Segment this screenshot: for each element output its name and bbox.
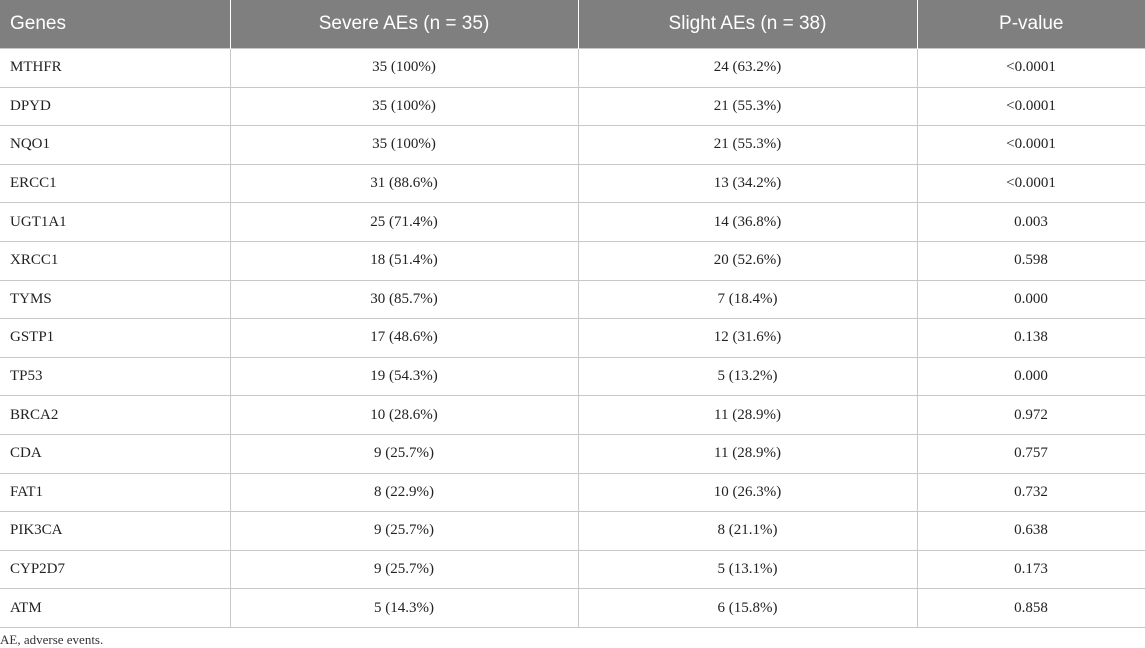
table-row: NQO1 35 (100%) 21 (55.3%) <0.0001	[0, 125, 1145, 165]
gene-cell: NQO1	[0, 125, 230, 165]
gene-cell: XRCC1	[0, 241, 230, 281]
table-row: FAT1 8 (22.9%) 10 (26.3%) 0.732	[0, 473, 1145, 513]
gene-cell: DPYD	[0, 87, 230, 127]
slight-cell: 5 (13.2%)	[577, 357, 917, 397]
table-header: Genes Severe AEs (n = 35) Slight AEs (n …	[0, 0, 1145, 49]
severe-cell: 31 (88.6%)	[229, 164, 578, 204]
p-value-cell: 0.757	[916, 434, 1145, 474]
slight-cell: 6 (15.8%)	[577, 588, 917, 628]
table-row: BRCA2 10 (28.6%) 11 (28.9%) 0.972	[0, 395, 1145, 435]
table-row: MTHFR 35 (100%) 24 (63.2%) <0.0001	[0, 48, 1145, 88]
header-slight-aes: Slight AEs (n = 38)	[577, 0, 917, 49]
table-row: XRCC1 18 (51.4%) 20 (52.6%) 0.598	[0, 241, 1145, 281]
p-value-cell: 0.000	[916, 280, 1145, 320]
severe-cell: 9 (25.7%)	[229, 434, 578, 474]
severe-cell: 30 (85.7%)	[229, 280, 578, 320]
table-row: ERCC1 31 (88.6%) 13 (34.2%) <0.0001	[0, 164, 1145, 204]
slight-cell: 14 (36.8%)	[577, 202, 917, 242]
p-value-cell: 0.858	[916, 588, 1145, 628]
gene-cell: MTHFR	[0, 48, 230, 88]
table-row: ATM 5 (14.3%) 6 (15.8%) 0.858	[0, 588, 1145, 628]
genes-adverse-events-table: Genes Severe AEs (n = 35) Slight AEs (n …	[0, 0, 1145, 628]
severe-cell: 10 (28.6%)	[229, 395, 578, 435]
slight-cell: 21 (55.3%)	[577, 87, 917, 127]
gene-cell: ERCC1	[0, 164, 230, 204]
p-value-cell: 0.003	[916, 202, 1145, 242]
severe-cell: 35 (100%)	[229, 48, 578, 88]
p-value-cell: <0.0001	[916, 125, 1145, 165]
p-value-cell: <0.0001	[916, 164, 1145, 204]
p-value-cell: 0.598	[916, 241, 1145, 281]
gene-cell: UGT1A1	[0, 202, 230, 242]
severe-cell: 8 (22.9%)	[229, 473, 578, 513]
gene-cell: ATM	[0, 588, 230, 628]
severe-cell: 19 (54.3%)	[229, 357, 578, 397]
gene-cell: FAT1	[0, 473, 230, 513]
gene-cell: CYP2D7	[0, 550, 230, 590]
genes-table-container: Genes Severe AEs (n = 35) Slight AEs (n …	[0, 0, 1145, 628]
table-row: UGT1A1 25 (71.4%) 14 (36.8%) 0.003	[0, 202, 1145, 242]
p-value-cell: <0.0001	[916, 48, 1145, 88]
slight-cell: 20 (52.6%)	[577, 241, 917, 281]
table-row: PIK3CA 9 (25.7%) 8 (21.1%) 0.638	[0, 511, 1145, 551]
table-row: CYP2D7 9 (25.7%) 5 (13.1%) 0.173	[0, 550, 1145, 590]
severe-cell: 35 (100%)	[229, 87, 578, 127]
severe-cell: 9 (25.7%)	[229, 511, 578, 551]
gene-cell: PIK3CA	[0, 511, 230, 551]
slight-cell: 21 (55.3%)	[577, 125, 917, 165]
table-row: CDA 9 (25.7%) 11 (28.9%) 0.757	[0, 434, 1145, 474]
table-footnote: AE, adverse events.	[0, 632, 104, 647]
table-body: MTHFR 35 (100%) 24 (63.2%) <0.0001 DPYD …	[0, 48, 1145, 628]
p-value-cell: 0.638	[916, 511, 1145, 551]
slight-cell: 12 (31.6%)	[577, 318, 917, 358]
slight-cell: 10 (26.3%)	[577, 473, 917, 513]
table-row: TP53 19 (54.3%) 5 (13.2%) 0.000	[0, 357, 1145, 397]
p-value-cell: 0.138	[916, 318, 1145, 358]
severe-cell: 25 (71.4%)	[229, 202, 578, 242]
gene-cell: BRCA2	[0, 395, 230, 435]
gene-cell: TYMS	[0, 280, 230, 320]
slight-cell: 13 (34.2%)	[577, 164, 917, 204]
header-severe-aes: Severe AEs (n = 35)	[229, 0, 578, 49]
p-value-cell: <0.0001	[916, 87, 1145, 127]
slight-cell: 7 (18.4%)	[577, 280, 917, 320]
slight-cell: 8 (21.1%)	[577, 511, 917, 551]
severe-cell: 5 (14.3%)	[229, 588, 578, 628]
p-value-cell: 0.972	[916, 395, 1145, 435]
table-row: GSTP1 17 (48.6%) 12 (31.6%) 0.138	[0, 318, 1145, 358]
table-row: TYMS 30 (85.7%) 7 (18.4%) 0.000	[0, 280, 1145, 320]
slight-cell: 24 (63.2%)	[577, 48, 917, 88]
severe-cell: 17 (48.6%)	[229, 318, 578, 358]
severe-cell: 9 (25.7%)	[229, 550, 578, 590]
table-row: DPYD 35 (100%) 21 (55.3%) <0.0001	[0, 87, 1145, 127]
severe-cell: 35 (100%)	[229, 125, 578, 165]
header-genes: Genes	[0, 0, 230, 49]
gene-cell: TP53	[0, 357, 230, 397]
slight-cell: 11 (28.9%)	[577, 395, 917, 435]
p-value-cell: 0.732	[916, 473, 1145, 513]
p-value-cell: 0.173	[916, 550, 1145, 590]
slight-cell: 5 (13.1%)	[577, 550, 917, 590]
header-p-value: P-value	[916, 0, 1145, 49]
gene-cell: CDA	[0, 434, 230, 474]
header-row: Genes Severe AEs (n = 35) Slight AEs (n …	[0, 0, 1145, 49]
p-value-cell: 0.000	[916, 357, 1145, 397]
severe-cell: 18 (51.4%)	[229, 241, 578, 281]
gene-cell: GSTP1	[0, 318, 230, 358]
slight-cell: 11 (28.9%)	[577, 434, 917, 474]
